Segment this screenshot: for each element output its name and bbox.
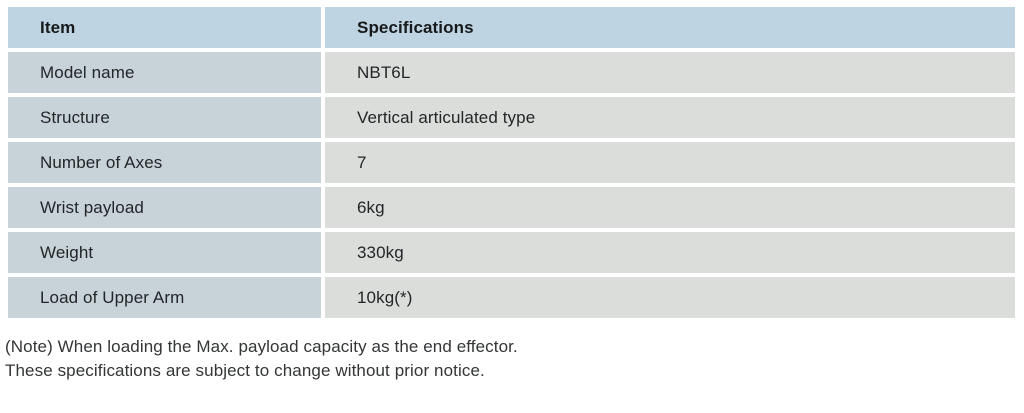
item-label: Load of Upper Arm xyxy=(8,277,321,318)
item-label: Wrist payload xyxy=(8,187,321,228)
note-line-payload: (Note) When loading the Max. payload cap… xyxy=(5,337,518,356)
spec-value: 6kg xyxy=(325,187,1015,228)
column-header-specifications: Specifications xyxy=(325,7,1015,48)
table-row-number-of-axes: Number of Axes 7 xyxy=(8,142,1015,183)
item-label: Number of Axes xyxy=(8,142,321,183)
spec-value: 7 xyxy=(325,142,1015,183)
item-label: Model name xyxy=(8,52,321,93)
spec-value: NBT6L xyxy=(325,52,1015,93)
spec-value: Vertical articulated type xyxy=(325,97,1015,138)
note-line-disclaimer: These specifications are subject to chan… xyxy=(5,361,485,380)
table-header-row: Item Specifications xyxy=(8,7,1015,48)
table-row-load-of-upper-arm: Load of Upper Arm 10kg(*) xyxy=(8,277,1015,318)
table-row-structure: Structure Vertical articulated type xyxy=(8,97,1015,138)
footnotes: (Note) When loading the Max. payload cap… xyxy=(5,335,1024,383)
column-header-item: Item xyxy=(8,7,321,48)
item-label: Weight xyxy=(8,232,321,273)
spec-value: 10kg(*) xyxy=(325,277,1015,318)
spec-value: 330kg xyxy=(325,232,1015,273)
specifications-page: Item Specifications Model name NBT6L Str… xyxy=(0,3,1024,413)
table-row-model-name: Model name NBT6L xyxy=(8,52,1015,93)
table-row-wrist-payload: Wrist payload 6kg xyxy=(8,187,1015,228)
table-row-weight: Weight 330kg xyxy=(8,232,1015,273)
item-label: Structure xyxy=(8,97,321,138)
specifications-table: Item Specifications Model name NBT6L Str… xyxy=(4,3,1019,322)
